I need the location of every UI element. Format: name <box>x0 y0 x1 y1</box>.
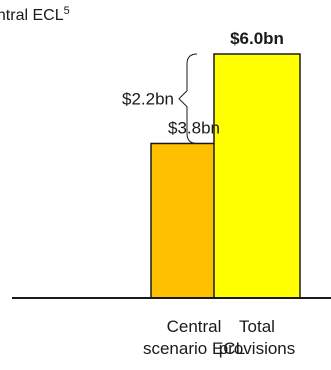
category-label-2-line-1: Total <box>239 317 275 336</box>
category-label-1-line-1: Central <box>167 317 222 336</box>
chart-title-footnote: 5 <box>63 5 70 17</box>
chart-title-text: entral ECL <box>0 7 64 24</box>
difference-label: $2.2bn <box>122 90 174 109</box>
chart-title: entral ECL5 <box>0 5 70 25</box>
bar-2 <box>213 53 301 299</box>
data-label-2: $6.0bn <box>230 29 284 48</box>
category-label-2-line-2: provisions <box>219 339 296 358</box>
category-label-1-line-2: scenario ECL <box>143 339 245 358</box>
data-label-1: $3.8bn <box>168 118 220 137</box>
difference-bracket <box>178 53 198 144</box>
